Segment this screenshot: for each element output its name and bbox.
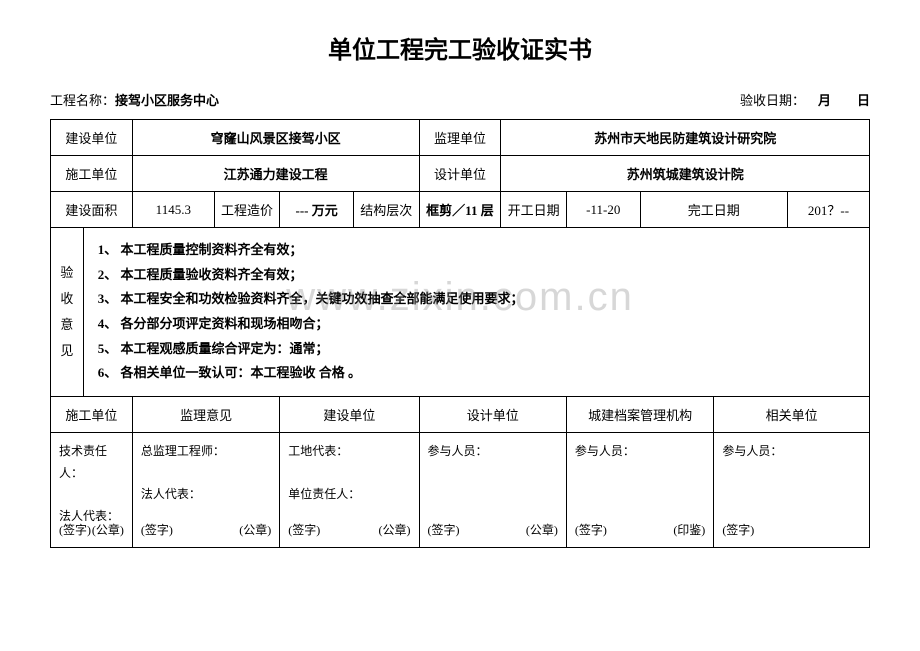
design-unit-label: 设计单位: [419, 156, 501, 192]
structure-value: 框剪／11 层: [419, 192, 501, 228]
end-date-label: 完工日期: [640, 192, 787, 228]
supervision-unit: 苏州市天地民防建筑设计研究院: [501, 120, 870, 156]
opinion-body: 1、 本工程质量控制资料齐全有效； 2、 本工程质量验收资料齐全有效； 3、 本…: [83, 228, 869, 397]
row-units-1: 建设单位 穹窿山风景区接驾小区 监理单位 苏州市天地民防建筑设计研究院: [51, 120, 870, 156]
main-table: 建设单位 穹窿山风景区接驾小区 监理单位 苏州市天地民防建筑设计研究院 施工单位…: [50, 119, 870, 548]
sig-c2-sign: (签字): [141, 520, 173, 542]
sig-c2-line1: 总监理工程师：: [141, 441, 271, 463]
page-title: 单位工程完工验收证实书: [50, 30, 870, 65]
construction-unit-label: 建设单位: [51, 120, 133, 156]
sig-c3-sign: (签字): [288, 520, 320, 542]
sig-cell-design: 参与人员： (签字) (公章): [419, 433, 566, 548]
supervision-unit-label: 监理单位: [419, 120, 501, 156]
sig-header-contractor: 施工单位: [51, 397, 133, 433]
project-name: 接驾小区服务中心: [115, 90, 219, 109]
start-date-label: 开工日期: [501, 192, 567, 228]
sig-c3-line1: 工地代表：: [288, 441, 410, 463]
sig-header-supervision: 监理意见: [132, 397, 279, 433]
end-date-value: 201？--: [788, 192, 870, 228]
opinion-label: 验收意见: [51, 228, 84, 397]
sig-cell-supervision: 总监理工程师： 法人代表： (签字) (公章): [132, 433, 279, 548]
sig-header-construction: 建设单位: [280, 397, 419, 433]
opinion-line-5: 5、 本工程观感质量综合评定为：通常；: [98, 337, 855, 362]
structure-label: 结构层次: [353, 192, 419, 228]
sig-c3-seal: (公章): [379, 520, 411, 542]
sig-header-related: 相关单位: [714, 397, 870, 433]
sig-c5-line1: 参与人员：: [575, 441, 705, 463]
start-date-value: -11-20: [566, 192, 640, 228]
sig-c4-sign: (签字): [428, 520, 460, 542]
sig-c6-sign: (签字): [722, 520, 754, 542]
sig-c4-seal: (公章): [526, 520, 558, 542]
contractor-label: 施工单位: [51, 156, 133, 192]
date-value: 月 日: [805, 90, 870, 109]
opinion-line-2: 2、 本工程质量验收资料齐全有效；: [98, 263, 855, 288]
sig-header-archive: 城建档案管理机构: [566, 397, 713, 433]
sig-c6-line1: 参与人员：: [722, 441, 861, 463]
sig-cell-archive: 参与人员： (签字) (印鉴): [566, 433, 713, 548]
cost-value: --- 万元: [280, 192, 354, 228]
sig-header-design: 设计单位: [419, 397, 566, 433]
project-label: 工程名称：: [50, 90, 115, 109]
sig-c1-line1: 技术责任人：: [59, 441, 124, 484]
area-value: 1145.3: [132, 192, 214, 228]
row-opinions: 验收意见 1、 本工程质量控制资料齐全有效； 2、 本工程质量验收资料齐全有效；…: [51, 228, 870, 397]
project-name-group: 工程名称： 接驾小区服务中心: [50, 90, 219, 109]
sig-cell-construction: 工地代表： 单位责任人： (签字) (公章): [280, 433, 419, 548]
cost-label: 工程造价: [214, 192, 280, 228]
row-units-2: 施工单位 江苏通力建设工程 设计单位 苏州筑城建筑设计院: [51, 156, 870, 192]
acceptance-date-group: 验收日期： 月 日: [740, 90, 870, 109]
row-details: 建设面积 1145.3 工程造价 --- 万元 结构层次 框剪／11 层 开工日…: [51, 192, 870, 228]
opinion-line-4: 4、 各分部分项评定资料和现场相吻合；: [98, 312, 855, 337]
date-label: 验收日期：: [740, 90, 805, 109]
sig-c1-sign: (签字): [59, 520, 91, 542]
sig-cell-related: 参与人员： (签字): [714, 433, 870, 548]
sig-cell-contractor: 技术责任人： 法人代表： (签字) (公章): [51, 433, 133, 548]
area-label: 建设面积: [51, 192, 133, 228]
contractor: 江苏通力建设工程: [132, 156, 419, 192]
row-sig-bodies: 技术责任人： 法人代表： (签字) (公章) 总监理工程师： 法人代表： (签字…: [51, 433, 870, 548]
row-sig-headers: 施工单位 监理意见 建设单位 设计单位 城建档案管理机构 相关单位: [51, 397, 870, 433]
sig-c1-seal: (公章): [92, 520, 124, 542]
opinion-line-6: 6、 各相关单位一致认可：本工程验收 合格 。: [98, 361, 855, 386]
opinion-line-3: 3、 本工程安全和功效检验资料齐全，关键功效抽查全部能满足使用要求；: [98, 287, 855, 312]
construction-unit: 穹窿山风景区接驾小区: [132, 120, 419, 156]
sig-c3-line2: 单位责任人：: [288, 484, 410, 506]
design-unit: 苏州筑城建筑设计院: [501, 156, 870, 192]
sig-c5-seal: (印鉴): [673, 520, 705, 542]
sig-c4-line1: 参与人员：: [428, 441, 558, 463]
sig-c2-seal: (公章): [239, 520, 271, 542]
sig-c5-sign: (签字): [575, 520, 607, 542]
header-row: 工程名称： 接驾小区服务中心 验收日期： 月 日: [50, 90, 870, 109]
opinion-line-1: 1、 本工程质量控制资料齐全有效；: [98, 238, 855, 263]
sig-c2-line2: 法人代表：: [141, 484, 271, 506]
